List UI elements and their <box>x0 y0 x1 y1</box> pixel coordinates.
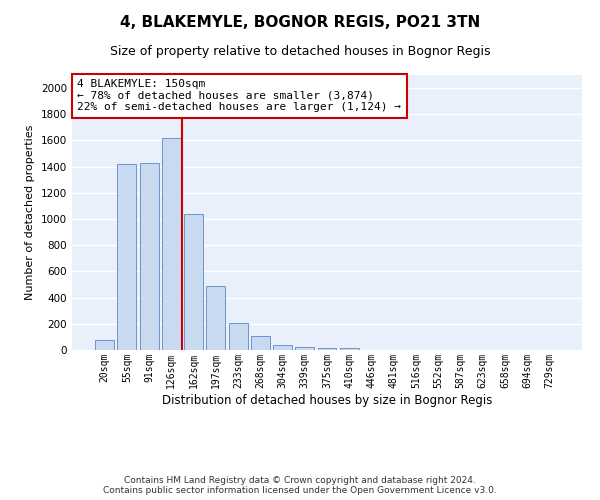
Text: 4, BLAKEMYLE, BOGNOR REGIS, PO21 3TN: 4, BLAKEMYLE, BOGNOR REGIS, PO21 3TN <box>120 15 480 30</box>
Bar <box>229 323 248 350</box>
Bar <box>184 214 203 350</box>
Bar <box>251 336 270 350</box>
Bar <box>340 348 359 350</box>
Y-axis label: Number of detached properties: Number of detached properties <box>25 125 35 300</box>
Text: Size of property relative to detached houses in Bognor Regis: Size of property relative to detached ho… <box>110 45 490 58</box>
Bar <box>206 286 225 350</box>
Bar <box>140 162 158 350</box>
X-axis label: Distribution of detached houses by size in Bognor Regis: Distribution of detached houses by size … <box>162 394 492 406</box>
Bar <box>273 345 292 350</box>
Text: 4 BLAKEMYLE: 150sqm
← 78% of detached houses are smaller (3,874)
22% of semi-det: 4 BLAKEMYLE: 150sqm ← 78% of detached ho… <box>77 79 401 112</box>
Bar <box>317 348 337 350</box>
Text: Contains HM Land Registry data © Crown copyright and database right 2024.
Contai: Contains HM Land Registry data © Crown c… <box>103 476 497 495</box>
Bar <box>162 138 181 350</box>
Bar <box>118 164 136 350</box>
Bar <box>295 346 314 350</box>
Bar <box>95 340 114 350</box>
